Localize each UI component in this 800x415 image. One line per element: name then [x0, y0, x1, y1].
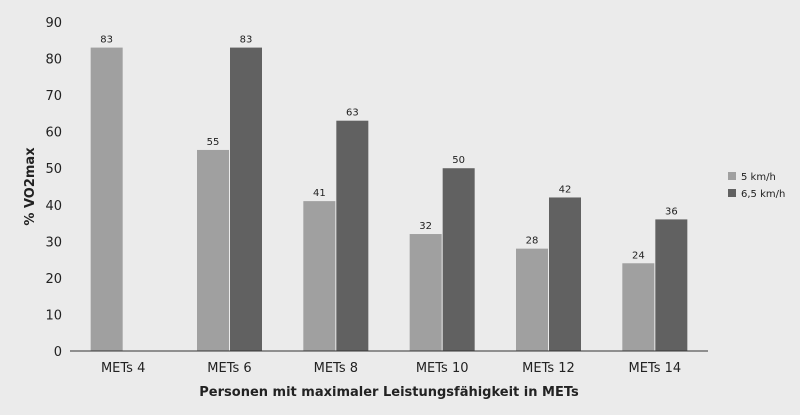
x-tick-label: METs 14 — [628, 361, 681, 376]
bar — [90, 47, 123, 351]
legend-swatch — [728, 189, 736, 197]
legend-label: 6,5 km/h — [741, 189, 785, 200]
legend: 5 km/h 6,5 km/h — [728, 172, 785, 200]
data-label: 42 — [559, 184, 572, 195]
data-label: 32 — [419, 221, 432, 232]
bar — [409, 234, 442, 351]
legend-swatch — [728, 172, 736, 180]
bar — [655, 219, 688, 351]
data-labels: 83 55 83 41 63 32 50 28 42 24 36 — [100, 35, 677, 262]
y-tick-label: 50 — [45, 162, 62, 177]
bar — [336, 120, 369, 351]
data-label: 28 — [526, 236, 539, 247]
x-tick-label: METs 10 — [416, 361, 469, 376]
y-tick-label: 0 — [54, 345, 62, 360]
bar — [622, 263, 655, 351]
data-label: 24 — [632, 250, 645, 261]
data-label: 36 — [665, 206, 678, 217]
y-axis-title: % VO2max — [23, 147, 38, 226]
y-tick-label: 80 — [45, 53, 62, 68]
bars — [90, 47, 688, 351]
bar — [197, 149, 229, 351]
x-axis-title: Personen mit maximaler Leistungsfähigkei… — [199, 385, 579, 400]
bar — [303, 201, 336, 351]
x-axis-ticks: METs 4 METs 6 METs 8 METs 10 METs 12 METs 14 — [101, 361, 681, 376]
y-tick-label: 90 — [45, 16, 62, 31]
bar — [230, 47, 262, 351]
y-tick-label: 60 — [45, 126, 62, 141]
data-label: 41 — [313, 188, 326, 199]
y-tick-label: 30 — [45, 235, 62, 250]
y-tick-label: 40 — [45, 199, 62, 214]
x-tick-label: METs 4 — [101, 361, 145, 376]
x-tick-label: METs 8 — [314, 361, 358, 376]
y-tick-label: 10 — [45, 308, 62, 323]
data-label: 63 — [346, 108, 359, 119]
x-tick-label: METs 6 — [207, 361, 251, 376]
data-label: 50 — [452, 155, 465, 166]
data-label: 83 — [100, 35, 113, 46]
legend-label: 5 km/h — [741, 172, 776, 183]
bar — [442, 168, 475, 351]
y-axis-ticks: 0 10 20 30 40 50 60 70 80 90 — [45, 16, 62, 360]
data-label: 83 — [240, 35, 253, 46]
bar — [516, 248, 548, 351]
data-label: 55 — [207, 137, 220, 148]
bar — [549, 197, 581, 351]
x-tick-label: METs 12 — [522, 361, 575, 376]
y-tick-label: 20 — [45, 272, 62, 287]
y-tick-label: 70 — [45, 89, 62, 104]
